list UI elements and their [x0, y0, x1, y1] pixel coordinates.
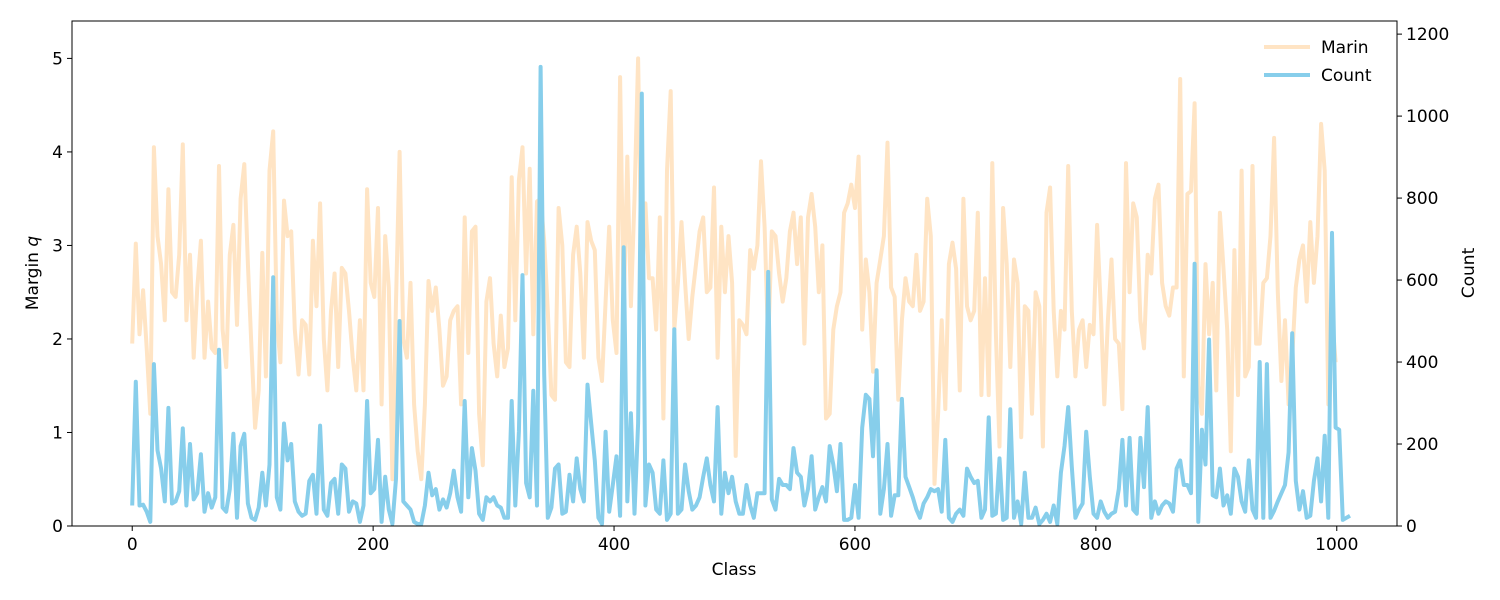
right-y-tick-label: 1200 [1406, 25, 1449, 45]
left-y-axis: 0 1 2 3 4 5 [52, 49, 72, 537]
right-y-tick-label: 1000 [1406, 107, 1449, 127]
x-axis-label: Class [712, 560, 757, 580]
right-y-tick-label: 0 [1406, 517, 1417, 537]
series-layer [130, 56, 1351, 526]
left-y-tick-label: 0 [52, 517, 63, 537]
x-axis: 0 200 400 600 800 1000 [127, 526, 1358, 555]
x-tick-label: 1000 [1315, 535, 1358, 555]
x-tick-label: 200 [357, 535, 389, 555]
series-line-marin [130, 56, 1338, 486]
right-y-axis-label: Count [1459, 247, 1479, 298]
x-tick-label: 0 [127, 535, 138, 555]
x-tick-label: 800 [1080, 535, 1112, 555]
right-y-axis: 0 200 400 600 800 1000 1200 [1397, 25, 1449, 537]
left-y-tick-label: 3 [52, 236, 63, 256]
right-y-tick-label: 200 [1406, 435, 1438, 455]
right-y-tick-label: 800 [1406, 189, 1438, 209]
legend: Marin Count [1264, 38, 1372, 86]
legend-label-marin: Marin [1321, 38, 1369, 58]
left-y-axis-label: Margin q [23, 236, 43, 310]
left-y-tick-label: 4 [52, 143, 63, 163]
right-y-tick-label: 400 [1406, 353, 1438, 373]
right-y-tick-label: 600 [1406, 271, 1438, 291]
left-y-axis-label-variable: q [23, 236, 43, 247]
x-tick-label: 400 [598, 535, 630, 555]
plot-frame [71, 20, 1398, 527]
left-y-tick-label: 1 [52, 423, 63, 443]
x-tick-label: 600 [839, 535, 871, 555]
legend-label-count: Count [1321, 66, 1372, 86]
series-line-count [130, 64, 1351, 526]
left-y-axis-label-text: Margin [23, 247, 43, 310]
left-y-tick-label: 5 [52, 49, 63, 69]
left-y-tick-label: 2 [52, 330, 63, 350]
